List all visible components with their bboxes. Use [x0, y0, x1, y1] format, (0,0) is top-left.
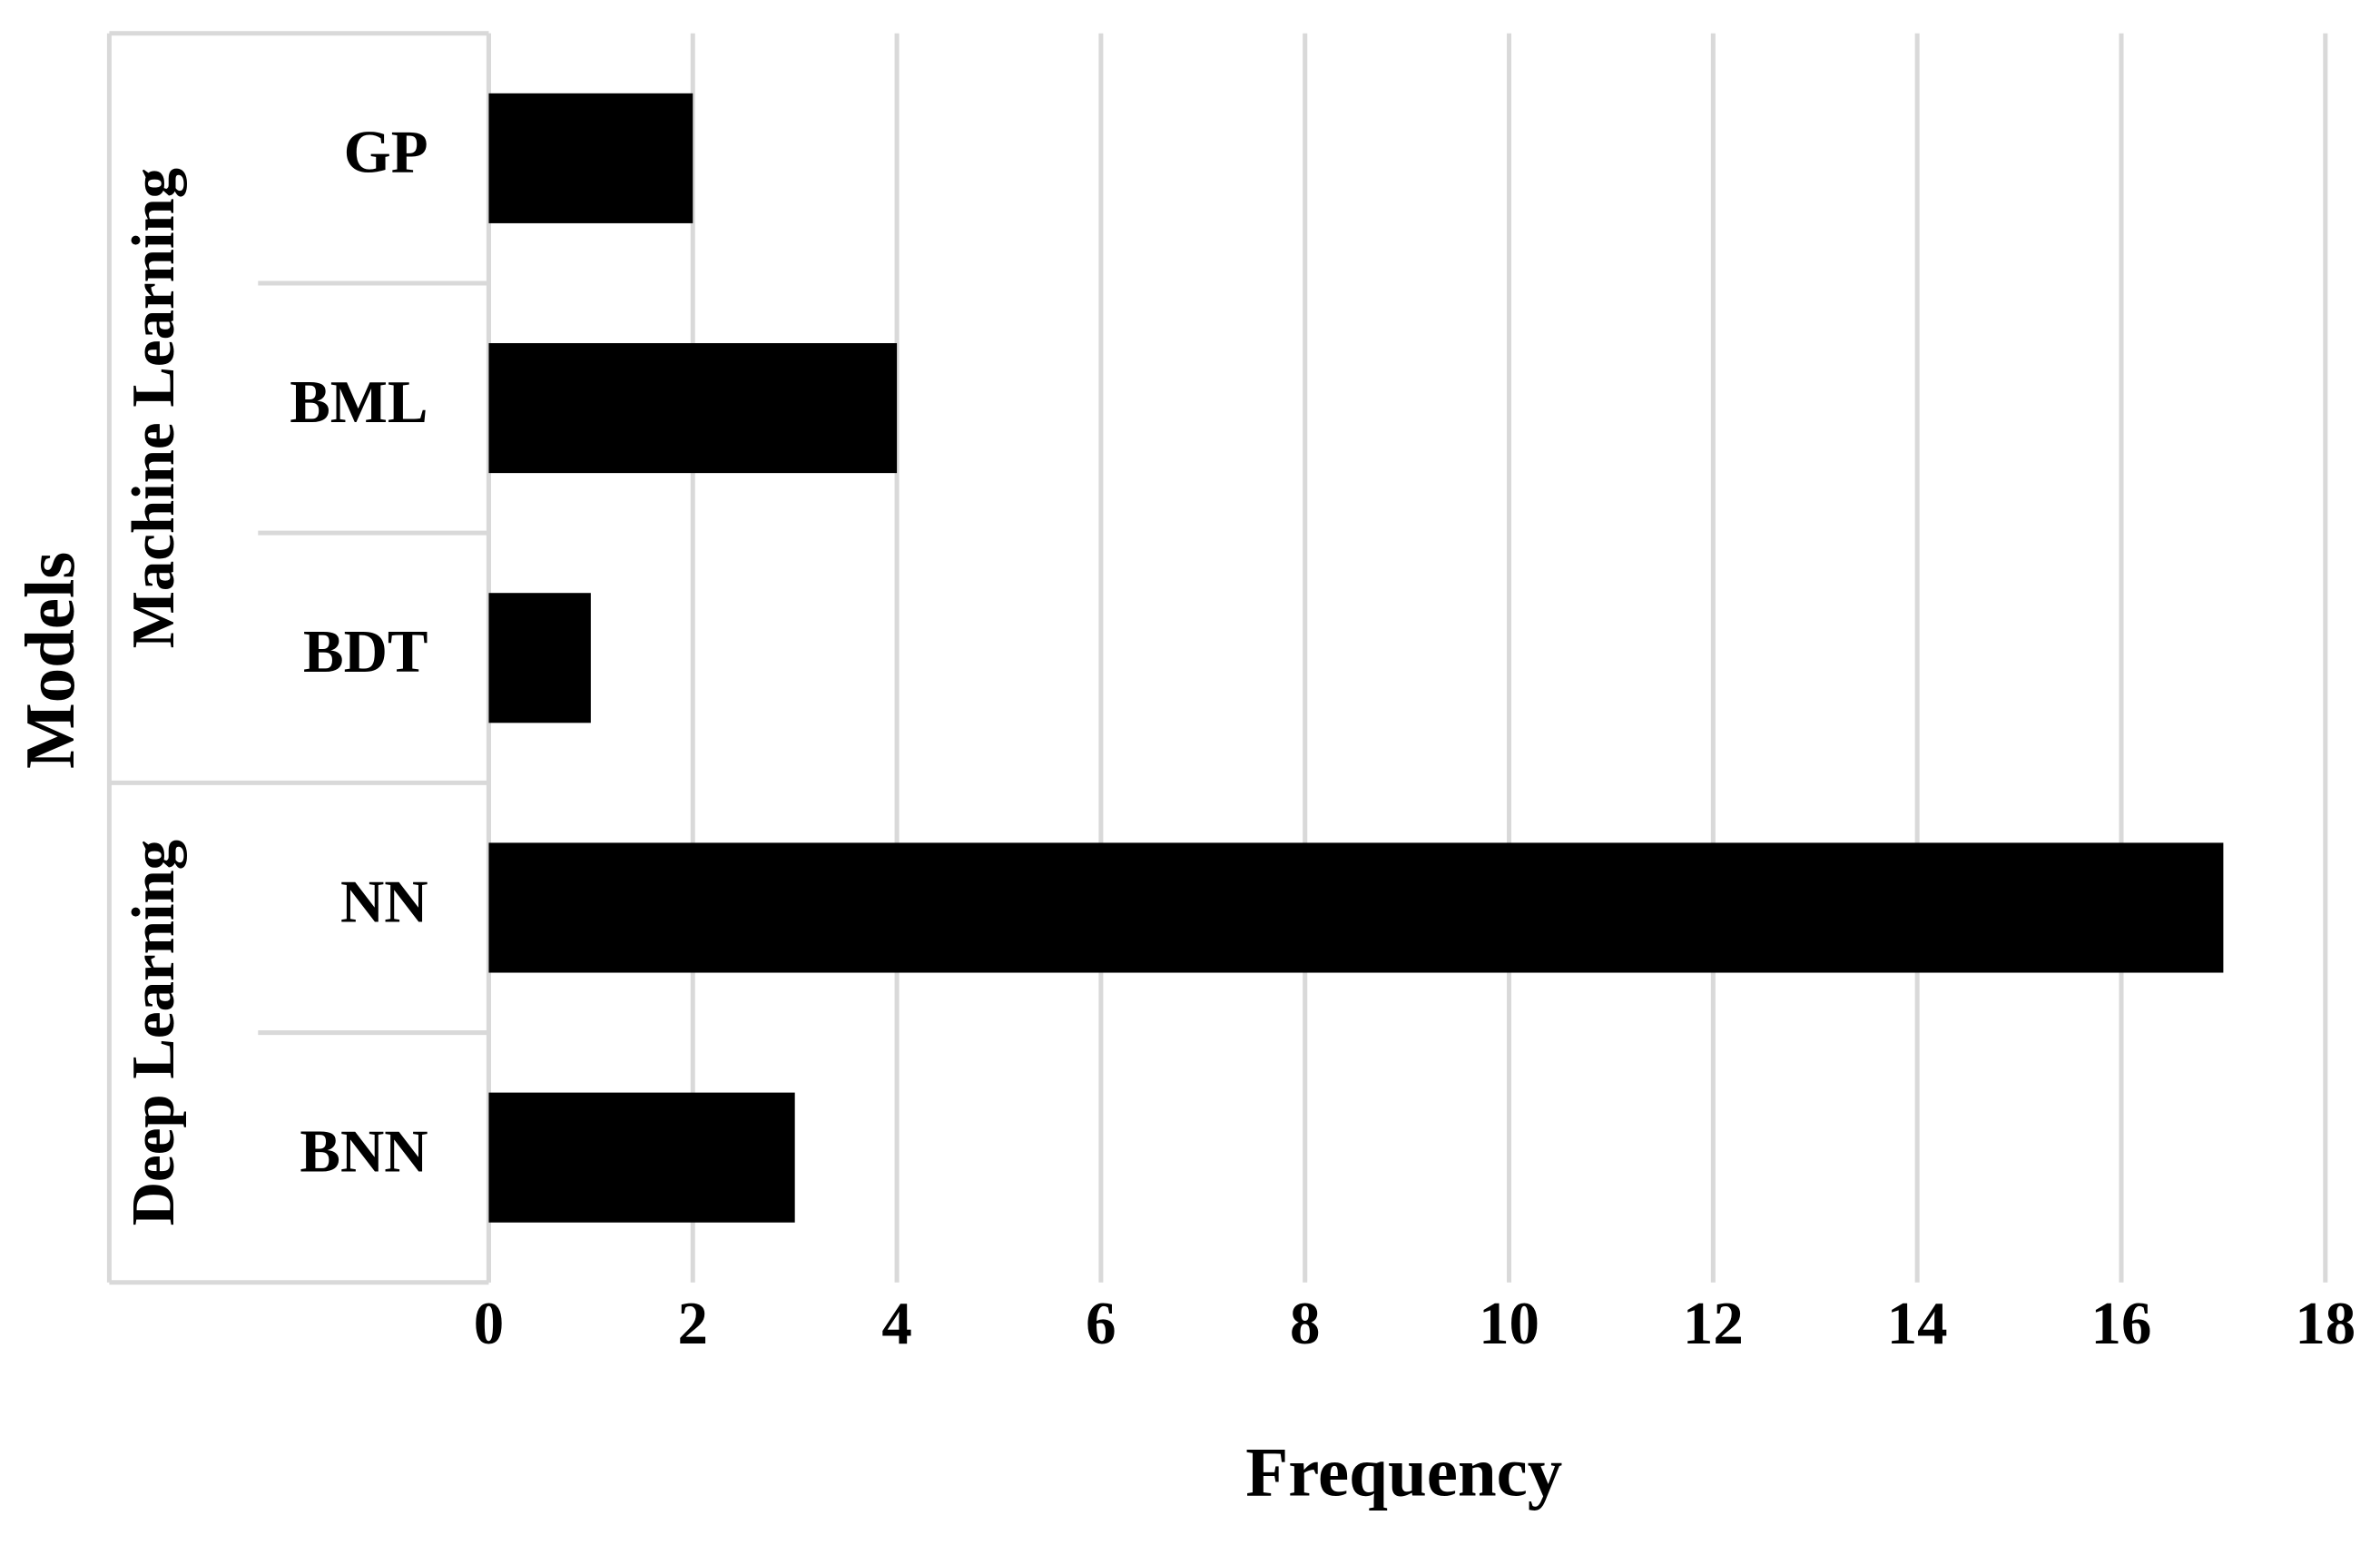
y-tick-label: BNN: [300, 1118, 428, 1186]
y-tick-label: NN: [340, 868, 428, 935]
x-tick-label: 0: [474, 1290, 504, 1357]
x-tick-label: 8: [1290, 1290, 1320, 1357]
y-axis-title: Models: [11, 552, 89, 769]
y-tick-label: BDT: [303, 618, 428, 685]
group-label: Deep Learning: [120, 840, 187, 1225]
y-tick-label: BML: [290, 369, 428, 436]
bar: [488, 1092, 795, 1223]
x-tick-label: 18: [2295, 1290, 2355, 1357]
x-tick-label: 6: [1086, 1290, 1116, 1357]
x-tick-label: 12: [1683, 1290, 1744, 1357]
group-label: Machine Learning: [120, 168, 187, 648]
bar: [488, 343, 898, 474]
x-tick-label: 4: [881, 1290, 911, 1357]
bar: [488, 593, 591, 723]
x-tick-label: 10: [1479, 1290, 1539, 1357]
y-tick-label: GP: [344, 119, 428, 186]
bar: [488, 842, 2224, 973]
x-tick-label: 14: [1887, 1290, 1948, 1357]
x-tick-label: 2: [678, 1290, 708, 1357]
bar: [488, 93, 693, 223]
x-axis-title: Frequency: [1245, 1433, 1562, 1511]
x-tick-label: 16: [2091, 1290, 2152, 1357]
